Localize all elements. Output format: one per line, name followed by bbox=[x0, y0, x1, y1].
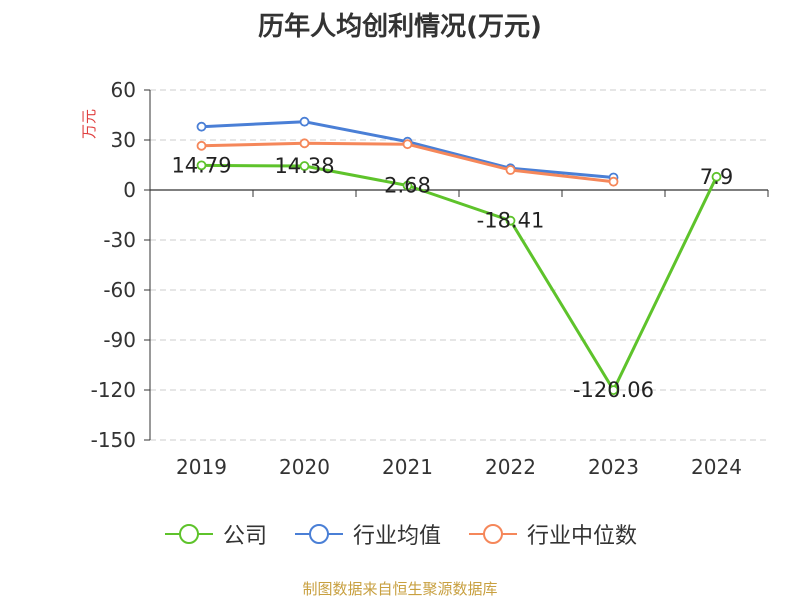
data-label: 14.79 bbox=[171, 153, 231, 177]
data-point bbox=[196, 121, 207, 132]
data-label: -18.41 bbox=[477, 209, 545, 233]
data-point bbox=[505, 165, 516, 175]
y-tick-label: -30 bbox=[103, 228, 136, 252]
legend-label: 公司 bbox=[222, 524, 267, 549]
y-tick-label: -120 bbox=[91, 378, 136, 402]
data-point bbox=[608, 385, 619, 396]
data-point bbox=[196, 160, 207, 171]
legend-swatch bbox=[164, 524, 213, 544]
source-note: 制图数据来自恒生聚源数据库 bbox=[302, 580, 498, 598]
data-label: -120.06 bbox=[573, 378, 654, 402]
legend-swatch bbox=[294, 524, 343, 544]
line-chart: 60 30 0 -30 -60 -90 -120 -150 2019 2020 2021 2022 20… bbox=[80, 78, 769, 479]
legend: 公司 行业均值 行业中位数 bbox=[0, 518, 800, 550]
data-point bbox=[299, 116, 310, 127]
data-point bbox=[608, 176, 619, 187]
legend-label: 行业均值 bbox=[352, 524, 441, 549]
legend-item[interactable]: 行业中位数 bbox=[467, 518, 637, 550]
data-point bbox=[299, 161, 310, 171]
legend-swatch bbox=[469, 524, 517, 544]
data-point bbox=[299, 138, 310, 149]
x-tick-label: 2020 bbox=[279, 455, 330, 479]
data-label: 14.38 bbox=[274, 154, 334, 178]
series-line-0 bbox=[201, 163, 718, 392]
y-tick-label: -60 bbox=[103, 278, 136, 302]
y-tick-label: -90 bbox=[103, 328, 136, 352]
legend-marker bbox=[483, 524, 503, 544]
legend-item[interactable]: 行业均值 bbox=[293, 518, 441, 550]
y-tick-label: 0 bbox=[123, 178, 136, 202]
grid-lines bbox=[150, 89, 768, 441]
series-line-1 bbox=[201, 120, 614, 179]
x-tick-label: 2024 bbox=[691, 455, 742, 479]
x-tick-label: 2019 bbox=[176, 455, 227, 479]
x-tick-label: 2021 bbox=[382, 455, 433, 479]
data-label: 2.68 bbox=[384, 174, 431, 198]
y-tick-label: 30 bbox=[111, 128, 136, 152]
data-label: 7.9 bbox=[700, 165, 733, 189]
legend-label: 行业中位数 bbox=[527, 524, 638, 549]
legend-item[interactable]: 公司 bbox=[163, 518, 267, 550]
legend-marker bbox=[178, 524, 199, 544]
y-tick-label: -150 bbox=[91, 428, 136, 452]
y-tick-label: 60 bbox=[111, 78, 136, 102]
chart-title: 历年人均创利情况(万元) bbox=[258, 12, 542, 42]
data-point bbox=[505, 215, 516, 226]
data-point bbox=[402, 180, 413, 191]
axes: 60 30 0 -30 -60 -90 -120 -150 2019 2020 2021 2022 20… bbox=[80, 78, 769, 479]
x-tick-label: 2023 bbox=[588, 455, 639, 479]
data-point bbox=[196, 140, 207, 151]
data-point bbox=[711, 171, 722, 182]
x-tick-label: 2022 bbox=[485, 455, 536, 479]
y-axis-label: 万元 bbox=[80, 109, 98, 139]
series-lines bbox=[196, 116, 722, 396]
data-point bbox=[402, 139, 413, 150]
legend-marker bbox=[308, 524, 329, 544]
data-labels: 14.79 14.38 2.68 -18.41 -120.06 7.9 bbox=[171, 153, 733, 402]
